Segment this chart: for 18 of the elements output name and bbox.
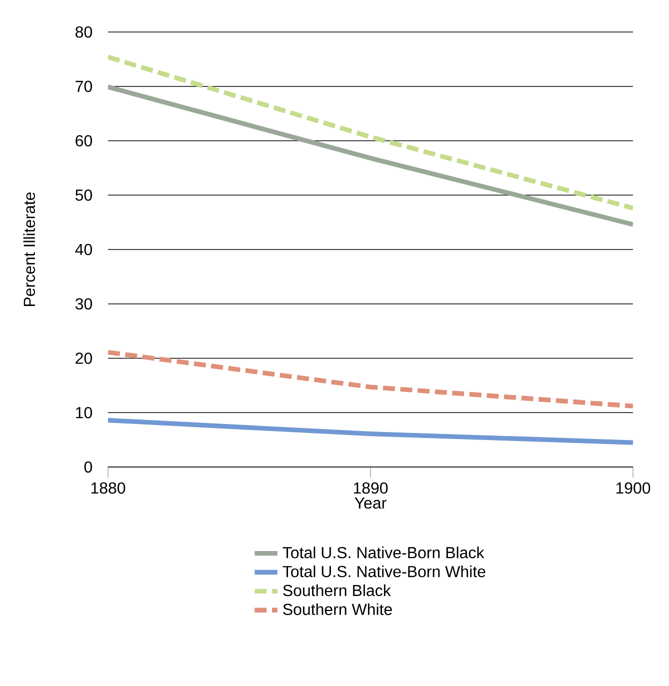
x-axis-title: Year bbox=[354, 498, 386, 509]
y-tick-label: 10 bbox=[76, 406, 92, 418]
x-tick-label: 1890 bbox=[354, 482, 388, 494]
y-tick-label: 50 bbox=[75, 189, 92, 201]
y-tick-label: 40 bbox=[75, 244, 92, 256]
x-tick-label: 1880 bbox=[91, 482, 126, 494]
y-tick-label: 80 bbox=[76, 26, 92, 38]
legend-label: Total U.S. Native-Born Black bbox=[282, 546, 484, 558]
y-tick-label: 0 bbox=[84, 461, 92, 473]
y-tick-label: 20 bbox=[76, 352, 92, 364]
x-tick-label: 1900 bbox=[616, 482, 650, 494]
y-tick-label: 30 bbox=[75, 298, 92, 310]
y-axis-title: Percent Illiterate bbox=[23, 192, 36, 306]
y-tick-label: 70 bbox=[76, 80, 92, 92]
legend-label: Southern White bbox=[283, 603, 392, 616]
y-tick-label: 60 bbox=[76, 135, 92, 146]
legend-label: Southern Black bbox=[283, 584, 391, 596]
legend-label: Total U.S. Native-Born White bbox=[282, 565, 486, 578]
